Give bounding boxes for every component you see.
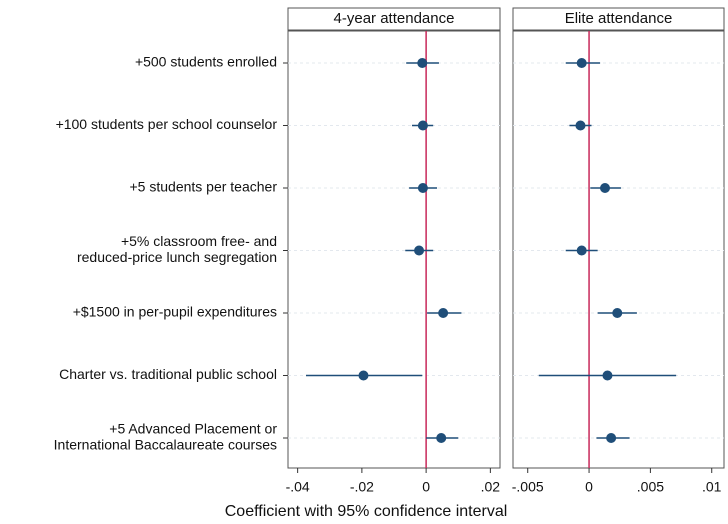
point-estimate [414,245,425,256]
x-tick-label: .01 [702,479,722,495]
category-label: +$1500 in per-pupil expenditures [73,304,277,320]
x-axis-label: Coefficient with 95% confidence interval [225,503,508,520]
point-estimate [417,183,428,193]
category-label: reduced-price lunch segregation [77,249,277,265]
point-estimate [576,58,587,68]
category-label: International Baccalaureate courses [54,437,277,453]
x-tick-label: .02 [481,479,501,495]
point-estimate [438,308,449,318]
x-tick-label: -.02 [350,479,374,495]
point-estimate [576,245,587,256]
category-label: Charter vs. traditional public school [59,366,277,382]
point-estimate [417,120,428,131]
point-estimate [606,433,617,443]
panel-title: Elite attendance [565,10,673,27]
panel-header [287,7,501,31]
point-estimate [358,370,369,381]
category-label: +500 students enrolled [135,54,277,70]
category-label: +5 students per teacher [130,179,278,195]
x-tick-label: -.04 [286,479,310,495]
plot-area [287,30,501,469]
category-label: +5 Advanced Placement or [109,421,277,437]
panel-title: 4-year attendance [334,10,455,27]
x-tick-label: .005 [637,479,664,495]
plot-area [512,30,725,469]
x-tick-label: 0 [585,479,593,495]
category-label: +5% classroom free- and [121,233,277,249]
point-estimate [436,433,447,443]
x-tick-label: -.005 [512,479,544,495]
x-tick-label: 0 [422,479,430,495]
point-estimate [602,370,613,381]
panel-header [512,7,725,31]
point-estimate [600,183,611,193]
point-estimate [417,58,428,68]
point-estimate [575,120,586,131]
category-label: +100 students per school counselor [56,116,278,132]
point-estimate [612,308,623,318]
